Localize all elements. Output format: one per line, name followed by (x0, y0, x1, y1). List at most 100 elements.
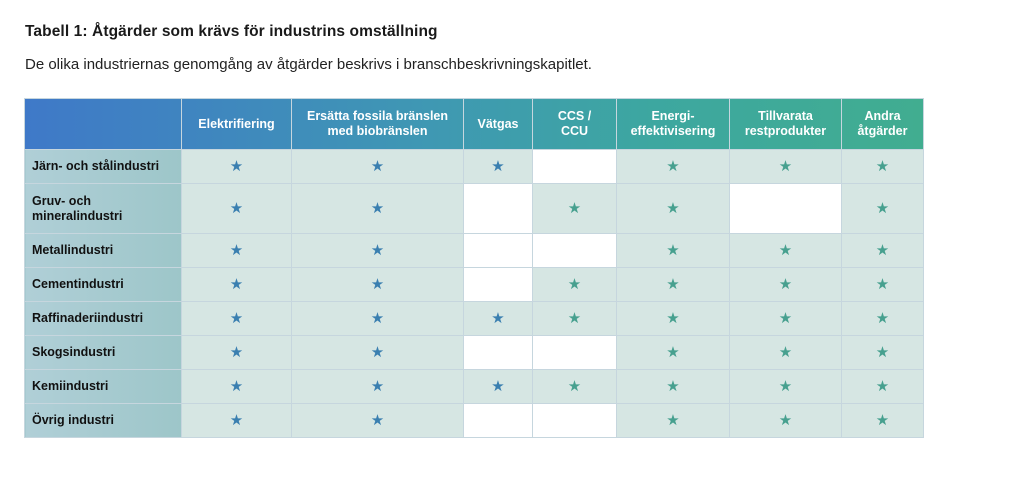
star-icon: ★ (370, 199, 385, 217)
row-header: Raffinaderiindustri (24, 301, 182, 336)
column-header-andra-atgarder: Andra åtgärder (841, 98, 924, 150)
table-cell: ★ (841, 369, 924, 404)
star-icon: ★ (229, 241, 244, 259)
star-icon: ★ (567, 309, 582, 327)
star-icon: ★ (666, 275, 680, 293)
table-cell: ★ (729, 301, 842, 336)
table-cell: ★ (841, 149, 924, 184)
table-cell: ★ (841, 267, 924, 302)
table-cell: ★ (729, 233, 842, 268)
table-cell (463, 267, 533, 302)
star-icon: ★ (370, 343, 385, 361)
star-icon: ★ (778, 241, 793, 259)
star-icon: ★ (875, 199, 890, 217)
star-icon: ★ (875, 275, 890, 293)
table-cell: ★ (616, 183, 730, 234)
table-cell: ★ (841, 301, 924, 336)
table-cell: ★ (729, 335, 842, 370)
star-icon: ★ (370, 241, 385, 259)
table-cell: ★ (729, 267, 842, 302)
table-cell: ★ (181, 149, 292, 184)
row-header: Skogsindustri (24, 335, 182, 370)
table-cell: ★ (729, 149, 842, 184)
table-cell (463, 335, 533, 370)
star-icon: ★ (370, 275, 385, 293)
table-cell (463, 403, 533, 438)
star-icon: ★ (875, 157, 890, 175)
table-cell: ★ (616, 369, 730, 404)
table-cell: ★ (532, 267, 617, 302)
table-cell: ★ (463, 369, 533, 404)
column-header-biobransle: Ersätta fossila bränslen med biobränslen (291, 98, 464, 150)
star-icon: ★ (778, 411, 793, 429)
row-header: Övrig industri (24, 403, 182, 438)
table-cell (532, 233, 617, 268)
star-icon: ★ (666, 377, 680, 395)
star-icon: ★ (666, 157, 680, 175)
table-cell: ★ (841, 335, 924, 370)
table-cell: ★ (729, 403, 842, 438)
header-row: Elektrifiering Ersätta fossila bränslen … (24, 98, 924, 150)
row-header: Gruv- och mineralindustri (24, 183, 182, 234)
star-icon: ★ (875, 343, 890, 361)
star-icon: ★ (370, 411, 385, 429)
table-cell: ★ (181, 369, 292, 404)
measures-table: Elektrifiering Ersätta fossila bränslen … (24, 98, 924, 438)
table-cell: ★ (532, 301, 617, 336)
table-cell: ★ (181, 335, 292, 370)
star-icon: ★ (778, 377, 793, 395)
star-icon: ★ (875, 241, 890, 259)
table-cell: ★ (616, 149, 730, 184)
star-icon: ★ (229, 199, 244, 217)
table-cell: ★ (181, 403, 292, 438)
table-cell: ★ (181, 183, 292, 234)
table-cell: ★ (291, 369, 464, 404)
table-cell: ★ (181, 267, 292, 302)
table-row: Skogsindustri ★ ★ ★ ★ ★ (24, 335, 924, 370)
table-row: Cementindustri ★ ★ ★ ★ ★ ★ (24, 267, 924, 302)
star-icon: ★ (778, 275, 793, 293)
star-icon: ★ (666, 199, 680, 217)
star-icon: ★ (491, 377, 505, 395)
column-header-elektrifiering: Elektrifiering (181, 98, 292, 150)
row-header: Järn- och stålindustri (24, 149, 182, 184)
column-header-ccs-ccu: CCS / CCU (532, 98, 617, 150)
star-icon: ★ (875, 309, 890, 327)
row-header: Cementindustri (24, 267, 182, 302)
row-header: Kemiindustri (24, 369, 182, 404)
table-cell: ★ (291, 403, 464, 438)
column-header-energieffektivisering: Energi-effektivisering (616, 98, 730, 150)
star-icon: ★ (229, 343, 244, 361)
table-cell: ★ (291, 335, 464, 370)
table-cell: ★ (181, 301, 292, 336)
table-body: Järn- och stålindustri ★ ★ ★ ★ ★ ★ Gruv- och mi… (24, 149, 924, 438)
table-row: Raffinaderiindustri ★ ★ ★ ★ ★ ★ ★ (24, 301, 924, 336)
header-corner (24, 98, 182, 150)
star-icon: ★ (778, 309, 793, 327)
star-icon: ★ (666, 411, 680, 429)
star-icon: ★ (370, 309, 385, 327)
star-icon: ★ (875, 377, 890, 395)
table-cell: ★ (616, 301, 730, 336)
table-cell: ★ (291, 301, 464, 336)
star-icon: ★ (567, 377, 582, 395)
table-cell: ★ (616, 267, 730, 302)
star-icon: ★ (491, 309, 505, 327)
table-row: Gruv- och mineralindustri ★ ★ ★ ★ ★ (24, 183, 924, 234)
star-icon: ★ (229, 275, 244, 293)
table-cell: ★ (841, 233, 924, 268)
table-cell: ★ (841, 403, 924, 438)
table-cell: ★ (291, 183, 464, 234)
table-cell: ★ (616, 335, 730, 370)
column-header-restprodukter: Tillvarata restprodukter (729, 98, 842, 150)
star-icon: ★ (229, 157, 244, 175)
table-cell: ★ (532, 183, 617, 234)
star-icon: ★ (229, 411, 244, 429)
star-icon: ★ (666, 241, 680, 259)
star-icon: ★ (666, 343, 680, 361)
star-icon: ★ (875, 411, 890, 429)
table-cell (463, 183, 533, 234)
row-header: Metallindustri (24, 233, 182, 268)
star-icon: ★ (370, 377, 385, 395)
table-row: Järn- och stålindustri ★ ★ ★ ★ ★ ★ (24, 149, 924, 184)
